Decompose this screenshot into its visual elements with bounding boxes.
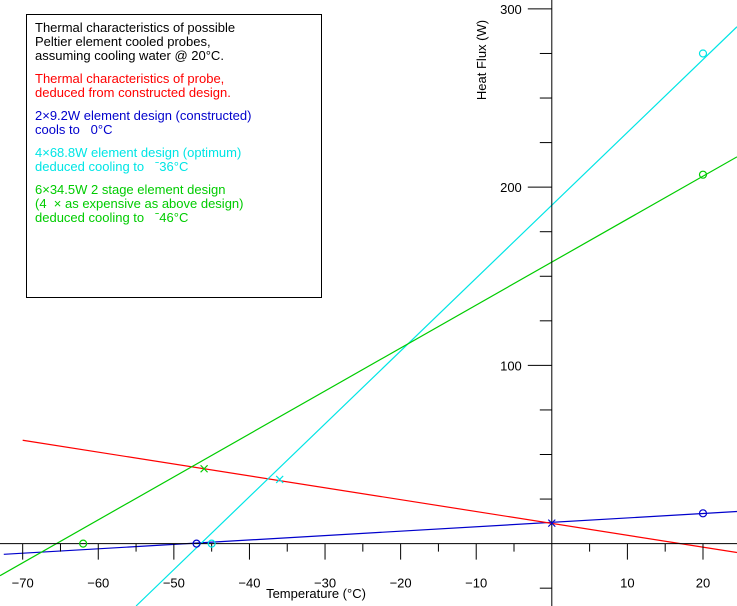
legend-intro-line: Peltier element cooled probes, <box>35 34 211 49</box>
cross-stroke <box>547 519 556 528</box>
legend-optimum-line: deduced cooling to ˉ36°C <box>35 159 189 174</box>
x-tick-label: −60 <box>87 576 109 591</box>
series-line <box>3 510 737 555</box>
series-layer <box>0 26 737 606</box>
y-tick-label: 300 <box>500 2 522 17</box>
legend-intro: Thermal characteristics of possible Pelt… <box>35 21 313 63</box>
y-axis-title: Heat Flux (W) <box>474 20 489 100</box>
legend: Thermal characteristics of possible Pelt… <box>26 14 322 298</box>
legend-two-stage-line: 6×34.5W 2 stage element design <box>35 182 226 197</box>
x-tick-label: −30 <box>314 576 336 591</box>
legend-two-stage-line: deduced cooling to ˉ46°C <box>35 210 189 225</box>
marker-layer <box>79 49 708 548</box>
legend-constructed: 2×9.2W element design (constructed) cool… <box>35 109 313 137</box>
legend-optimum-line: 4×68.8W element design (optimum) <box>35 145 242 160</box>
data-point-circle <box>698 170 708 179</box>
x-tick-label: −20 <box>390 576 412 591</box>
legend-intro-line: Thermal characteristics of possible <box>35 20 236 35</box>
data-point-circle <box>207 539 216 548</box>
y-ticks: 100 200 300 <box>500 2 552 589</box>
data-point-circle <box>698 509 708 518</box>
x-ticks: −70 −60 −50 −40 −30 −20 −10 10 20 <box>12 543 710 591</box>
x-tick-label: −10 <box>465 576 487 591</box>
legend-constructed-line: 2×9.2W element design (constructed) <box>35 108 252 123</box>
x-tick-label: 10 <box>620 576 634 591</box>
legend-probe-line: deduced from constructed design. <box>35 85 231 100</box>
x-tick-label: −50 <box>163 576 185 591</box>
cross-stroke <box>275 475 284 484</box>
legend-intro-line: assuming cooling water @ 20°C. <box>35 48 224 63</box>
data-point-circle <box>698 49 708 58</box>
series-line <box>135 26 737 606</box>
legend-constructed-line: cools to 0°C <box>35 122 113 137</box>
data-point-cross <box>275 475 284 484</box>
legend-probe: Thermal characteristics of probe, deduce… <box>35 72 313 100</box>
y-tick-label: 200 <box>500 180 522 195</box>
series-line <box>0 156 737 577</box>
legend-probe-line: Thermal characteristics of probe, <box>35 71 225 86</box>
legend-optimum: 4×68.8W element design (optimum) deduced… <box>35 146 313 174</box>
legend-two-stage: 6×34.5W 2 stage element design (4 × as e… <box>35 183 313 225</box>
x-tick-label: 20 <box>696 576 710 591</box>
cross-stroke <box>200 464 209 473</box>
data-point-circle <box>79 539 88 548</box>
x-tick-label: −40 <box>238 576 260 591</box>
legend-two-stage-line: (4 × as expensive as above design) <box>35 196 244 211</box>
y-tick-label: 100 <box>500 358 522 373</box>
data-point-cross <box>200 464 209 473</box>
x-tick-label: −70 <box>12 576 34 591</box>
data-point-circle <box>192 539 201 548</box>
series-line <box>22 439 737 554</box>
x-axis-title: Temperature (°C) <box>266 586 366 601</box>
data-point-cross <box>547 519 556 528</box>
